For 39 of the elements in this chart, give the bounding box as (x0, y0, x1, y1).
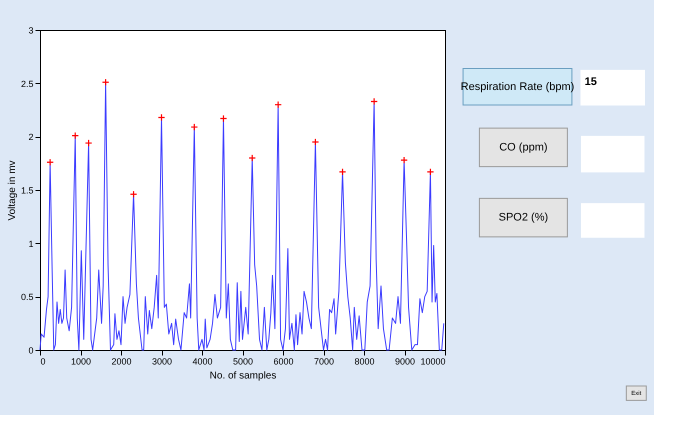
point (46, 158, 54, 166)
point (158, 114, 166, 122)
point (220, 114, 228, 122)
point (274, 100, 282, 108)
text: SPO2 (%) (498, 212, 548, 224)
x-tick-label: 4000 (192, 356, 213, 366)
point (190, 123, 198, 131)
y-tick-label: 0.5 (20, 292, 34, 302)
text: CO (ppm) (499, 141, 548, 154)
x-tick-label: 10000 (420, 356, 446, 366)
x-tick-label: 1000 (70, 356, 92, 366)
x-tick-label: 8000 (354, 356, 375, 366)
y-axis-title: Voltage in mv (6, 160, 18, 221)
y-tick-label: 2 (28, 132, 34, 142)
text: Respiration Rate (bpm) (460, 80, 574, 93)
y-tick-label: 0 (28, 346, 34, 356)
point (312, 138, 320, 146)
x-tick-label: 9000 (394, 356, 416, 366)
point (400, 156, 408, 164)
y-tick-label: 2.5 (20, 78, 34, 89)
x-tick-label: 0 (40, 356, 46, 366)
point (338, 168, 346, 176)
x-tick-label: 2000 (111, 356, 132, 366)
point (370, 98, 378, 106)
point (248, 154, 256, 162)
text: 15 (584, 76, 597, 88)
x-tick-label: 5000 (232, 356, 254, 366)
y-tick-label: 1 (28, 238, 34, 249)
point (84, 139, 92, 147)
x-axis-title: No. of samples (210, 370, 276, 382)
x-tick-label: 7000 (314, 356, 334, 366)
point (130, 190, 138, 198)
point (71, 132, 79, 140)
x-tick-label: 3000 (152, 356, 172, 366)
x-tick-label: 6000 (273, 356, 294, 366)
y-tick-label: 1.5 (20, 186, 34, 196)
y-tick-label: 3 (28, 26, 34, 36)
point (426, 168, 434, 176)
point (102, 78, 110, 86)
